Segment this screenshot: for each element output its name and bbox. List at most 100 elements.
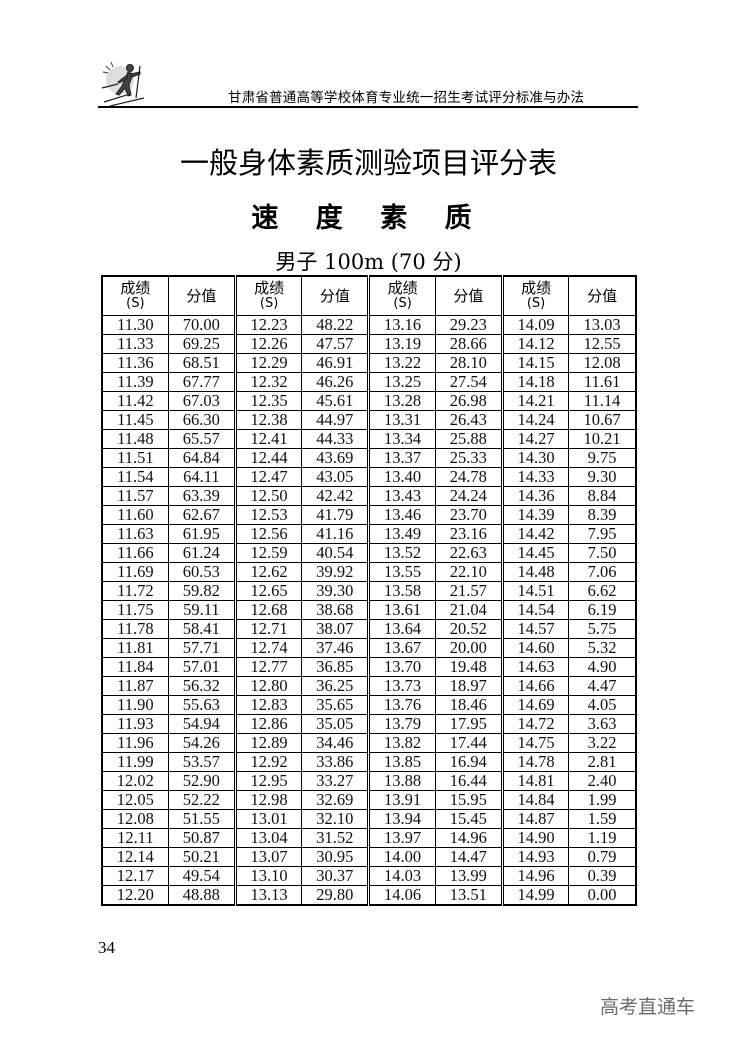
score-cell: 1.59 [568,809,637,829]
time-cell: 11.57 [101,486,169,506]
score-cell: 11.14 [568,391,637,411]
column-header-label: 分值 [186,286,217,305]
time-cell: 12.80 [233,676,303,696]
score-cell: 44.33 [301,429,370,449]
column-header-score: 分值 [301,275,370,316]
table-row: 11.60 62.67 12.53 41.79 13.46 23.70 14.39 8.39 [101,505,637,525]
score-cell: 51.55 [167,809,236,829]
time-cell: 13.88 [367,771,436,791]
score-cell: 25.88 [434,429,503,449]
time-cell: 13.61 [367,600,436,620]
time-cell: 14.42 [500,524,570,544]
column-header-label: 成绩 [387,279,418,297]
table-row: 11.90 55.63 12.83 35.65 13.76 18.46 14.69 4.05 [101,695,637,715]
score-cell: 12.55 [568,334,637,354]
score-cell: 34.46 [301,733,370,753]
time-cell: 12.05 [101,790,169,810]
time-cell: 14.15 [500,353,570,373]
score-cell: 3.22 [568,733,637,753]
time-cell: 13.07 [233,847,303,867]
table-row: 11.54 64.11 12.47 43.05 13.40 24.78 14.33 9.30 [101,467,637,487]
score-cell: 68.51 [167,353,236,373]
score-cell: 7.95 [568,524,637,544]
time-cell: 14.00 [367,847,436,867]
score-cell: 18.97 [434,676,503,696]
time-cell: 13.22 [367,353,436,373]
score-cell: 7.50 [568,543,637,563]
time-cell: 14.33 [500,467,570,487]
score-cell: 22.10 [434,562,503,582]
page-title: 一般身体素质测验项目评分表 [179,146,557,180]
header-rule [98,106,638,108]
table-row: 11.30 70.00 12.23 48.22 13.16 29.23 14.09 13.03 [101,315,637,335]
table-row: 11.51 64.84 12.44 43.69 13.37 25.33 14.30 9.75 [101,448,637,468]
score-cell: 7.06 [568,562,637,582]
score-cell: 13.03 [568,315,637,335]
time-cell: 14.21 [500,391,570,411]
time-cell: 14.81 [500,771,570,791]
time-cell: 11.36 [101,353,169,373]
score-cell: 30.37 [301,866,370,886]
score-cell: 20.00 [434,638,503,658]
score-cell: 50.87 [167,828,236,848]
score-cell: 26.43 [434,410,503,430]
score-cell: 27.54 [434,372,503,392]
time-cell: 13.70 [367,657,436,677]
score-cell: 0.79 [568,847,637,867]
score-cell: 21.04 [434,600,503,620]
score-cell: 3.63 [568,714,637,734]
column-header-score: 分值 [167,275,236,316]
score-cell: 36.85 [301,657,370,677]
score-cell: 17.95 [434,714,503,734]
column-header-score: 分值 [434,275,503,316]
time-cell: 11.45 [101,410,169,430]
score-cell: 67.77 [167,372,236,392]
time-cell: 11.54 [101,467,169,487]
score-table: 成绩 (S) 分值 成绩 (S) 分值 成绩 (S) 分值 成绩 (S) 分值 11.30 70.00 1… [101,275,637,906]
time-cell: 14.72 [500,714,570,734]
column-header-label: 分值 [319,286,350,305]
time-cell: 11.66 [101,543,169,563]
score-cell: 16.44 [434,771,503,791]
time-cell: 13.52 [367,543,436,563]
time-cell: 11.60 [101,505,169,525]
time-cell: 12.77 [233,657,303,677]
column-header-unit: (S) [526,296,546,311]
time-cell: 12.68 [233,600,303,620]
time-cell: 13.79 [367,714,436,734]
score-cell: 49.54 [167,866,236,886]
score-cell: 30.95 [301,847,370,867]
time-cell: 12.26 [233,334,303,354]
score-cell: 39.30 [301,581,370,601]
time-cell: 14.24 [500,410,570,430]
time-cell: 14.30 [500,448,570,468]
score-cell: 66.30 [167,410,236,430]
running-header-title: 甘肃省普通高等学校体育专业统一招生考试评分标准与办法 [228,90,585,106]
time-cell: 12.29 [233,353,303,373]
score-cell: 0.00 [568,885,637,906]
time-cell: 11.93 [101,714,169,734]
score-cell: 69.25 [167,334,236,354]
score-cell: 65.57 [167,429,236,449]
score-cell: 43.05 [301,467,370,487]
table-row: 12.05 52.22 12.98 32.69 13.91 15.95 14.84 1.99 [101,790,637,810]
score-cell: 19.48 [434,657,503,677]
time-cell: 13.97 [367,828,436,848]
score-cell: 35.05 [301,714,370,734]
column-header-label: 分值 [587,286,618,305]
time-cell: 14.18 [500,372,570,392]
skier-logo-icon [101,61,145,107]
time-cell: 14.66 [500,676,570,696]
time-cell: 14.90 [500,828,570,848]
time-cell: 13.37 [367,448,436,468]
time-cell: 12.89 [233,733,303,753]
time-cell: 14.27 [500,429,570,449]
time-cell: 12.11 [101,828,169,848]
time-cell: 11.75 [101,600,169,620]
time-cell: 13.49 [367,524,436,544]
time-cell: 11.99 [101,752,169,772]
score-cell: 16.94 [434,752,503,772]
score-cell: 10.21 [568,429,637,449]
time-cell: 12.50 [233,486,303,506]
table-row: 11.81 57.71 12.74 37.46 13.67 20.00 14.60 5.32 [101,638,637,658]
